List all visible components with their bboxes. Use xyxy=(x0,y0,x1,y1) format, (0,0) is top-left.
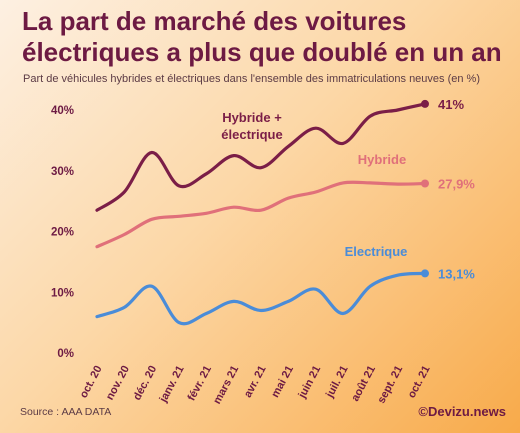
x-tick-label: janv. 21 xyxy=(157,364,187,405)
credit-watermark: ©Devizu.news xyxy=(418,404,506,419)
x-tick-label: déc. 20 xyxy=(131,364,159,403)
series-end-point-electrique xyxy=(421,269,429,278)
x-tick-label: nov. 20 xyxy=(104,364,132,402)
x-tick-label: août 21 xyxy=(349,364,378,404)
series-line-hybride xyxy=(95,180,427,249)
y-tick-label: 10% xyxy=(51,287,74,299)
x-tick-label: oct. 21 xyxy=(406,364,433,400)
y-tick-label: 30% xyxy=(51,166,74,178)
x-tick-label: mars 21 xyxy=(211,364,241,406)
x-tick-label: juil. 21 xyxy=(324,364,351,401)
series-end-point-hybride xyxy=(421,179,429,188)
x-tick-label: mai 21 xyxy=(269,364,296,400)
series-name-electrique: Electrique xyxy=(345,244,408,259)
y-tick-label: 40% xyxy=(51,105,74,117)
series-end-point-hybride_electrique xyxy=(421,99,429,108)
data-label-electrique: 13,1% xyxy=(438,266,475,281)
series-line-electrique xyxy=(95,271,427,326)
x-tick-label: avr. 21 xyxy=(242,364,269,400)
y-tick-label: 20% xyxy=(51,227,74,239)
x-tick-label: juin 21 xyxy=(296,364,323,401)
x-tick-label: févr. 21 xyxy=(186,364,214,403)
source-note: Source : AAA DATA xyxy=(20,406,112,418)
data-label-hybride_electrique: 41% xyxy=(438,97,464,112)
chart-title: La part de marché des voitures électriqu… xyxy=(22,6,502,67)
y-tick-label: 0% xyxy=(57,348,74,360)
series-name-hybride: Hybride xyxy=(358,152,406,167)
chart-subtitle: Part de véhicules hybrides et électrique… xyxy=(23,73,480,85)
series-line-hybride_electrique xyxy=(95,102,427,212)
series-name-hybride_electrique: Hybride + xyxy=(222,110,282,125)
data-label-hybride: 27,9% xyxy=(438,177,475,192)
x-tick-label: sept. 21 xyxy=(375,364,405,406)
series-name-hybride_electrique: électrique xyxy=(221,127,282,142)
x-tick-label: oct. 20 xyxy=(78,364,105,400)
